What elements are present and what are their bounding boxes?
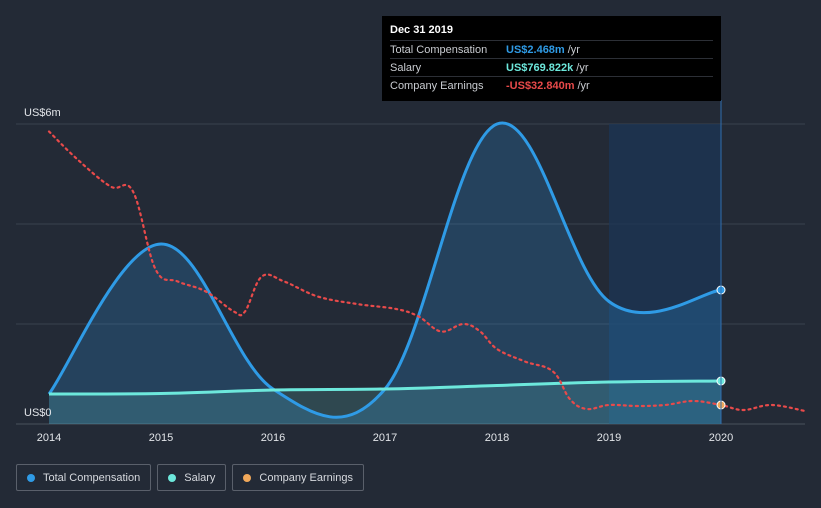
- y-axis-bottom-label: US$0: [24, 407, 52, 419]
- tooltip-unit: /yr: [577, 79, 590, 92]
- legend: Total Compensation Salary Company Earnin…: [16, 464, 364, 491]
- company-earnings-line: [47, 130, 807, 413]
- x-tick-label-2018: 2018: [485, 432, 509, 444]
- y-axis-top-label: US$6m: [24, 107, 61, 119]
- legend-label: Total Compensation: [43, 471, 141, 484]
- total-compensation-line: [47, 121, 722, 419]
- legend-item-salary[interactable]: Salary: [157, 464, 227, 491]
- tooltip-label: Total Compensation: [390, 43, 488, 56]
- salary-area: [49, 381, 721, 424]
- tooltip: Dec 31 2019 Total Compensation US$2.468m…: [382, 16, 721, 101]
- tooltip-unit: /yr: [576, 61, 589, 74]
- x-tick-label-2017: 2017: [373, 432, 397, 444]
- series-lines: [47, 121, 807, 419]
- x-tick-label-2019: 2019: [597, 432, 621, 444]
- tooltip-date: Dec 31 2019: [390, 24, 453, 36]
- legend-dot-icon: [168, 473, 177, 482]
- tooltip-row-salary: Salary US$769.822k /yr: [390, 58, 713, 76]
- legend-dot-icon: [27, 473, 35, 482]
- highlight-range: [609, 124, 721, 424]
- tooltip-label: Company Earnings: [390, 79, 484, 92]
- tooltip-value: -US$32.840m: [506, 79, 575, 92]
- salary-line: [48, 379, 722, 396]
- tooltip-label: Salary: [390, 61, 422, 74]
- x-tick-label-2020: 2020: [709, 432, 733, 444]
- x-tick-label-2015: 2015: [149, 432, 173, 444]
- tooltip-row-total-compensation: Total Compensation US$2.468m /yr: [390, 40, 713, 58]
- legend-item-company-earnings[interactable]: Company Earnings: [232, 464, 364, 491]
- tooltip-row-company-earnings: Company Earnings -US$32.840m /yr: [390, 76, 713, 94]
- tooltip-unit: /yr: [567, 43, 580, 56]
- tooltip-value: US$2.468m: [506, 43, 565, 56]
- x-tick-labels: 2014 2015 2016 2017 2018 2019 2020: [37, 432, 733, 444]
- tooltip-value: US$769.822k: [506, 61, 574, 74]
- legend-label: Salary: [184, 471, 216, 484]
- legend-dot-icon: [243, 473, 252, 482]
- x-tick-label-2016: 2016: [261, 432, 285, 444]
- x-tick-label-2014: 2014: [37, 432, 61, 444]
- legend-item-total-compensation[interactable]: Total Compensation: [16, 464, 152, 491]
- legend-label: Company Earnings: [259, 471, 353, 484]
